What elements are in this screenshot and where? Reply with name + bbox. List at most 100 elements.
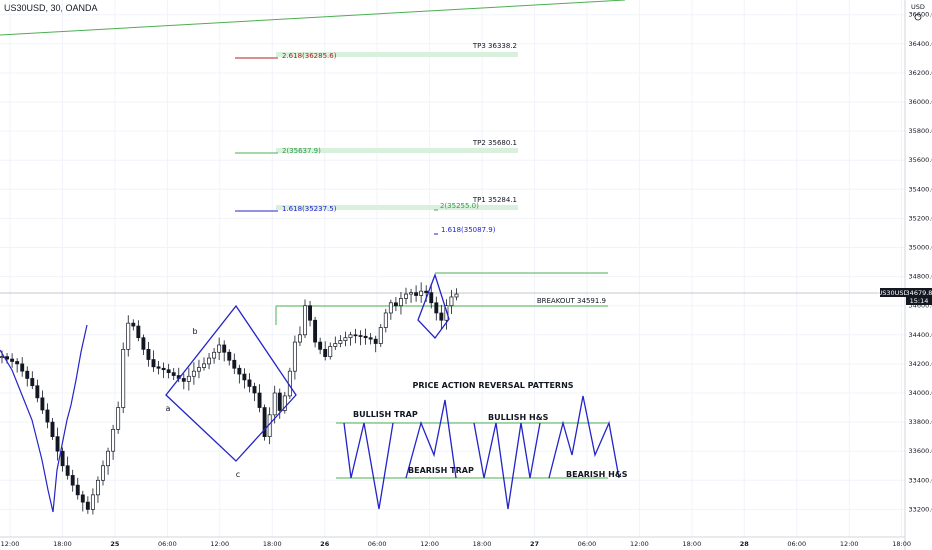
candle-body xyxy=(328,346,333,357)
candles xyxy=(0,282,459,515)
candle-body xyxy=(409,292,414,295)
currency-label: USD xyxy=(911,3,925,11)
tp1-label: TP1 35284.1 xyxy=(472,196,517,204)
x-tick-label: 12:00 xyxy=(420,540,439,548)
candle-body xyxy=(368,337,373,340)
grid xyxy=(0,0,905,537)
patterns-title: PRICE ACTION REVERSAL PATTERNS xyxy=(412,381,573,390)
candle-body xyxy=(454,293,459,298)
fib-1618-label: 1.618(35237.5) xyxy=(282,205,337,213)
candle-body xyxy=(202,363,206,368)
candle-body xyxy=(45,409,50,423)
x-tick-label: 18:00 xyxy=(473,540,492,548)
price-tag: US30USD 34679.8 15:14 xyxy=(877,288,932,305)
candle-body xyxy=(363,335,368,339)
y-tick-label: 35800.0 xyxy=(909,127,932,135)
y-tick-label: 35000.0 xyxy=(909,244,932,252)
y-tick-label: 33400.0 xyxy=(909,476,932,484)
candle-body xyxy=(70,475,75,486)
candle-body xyxy=(75,484,80,496)
candle-body xyxy=(166,369,171,373)
candle-body xyxy=(191,370,196,377)
y-tick-label: 35400.0 xyxy=(909,185,932,193)
candle-body xyxy=(207,357,211,365)
candle-body xyxy=(55,436,60,452)
candle-body xyxy=(171,372,176,376)
candle-body xyxy=(126,322,131,350)
point-c-label: c xyxy=(236,470,240,479)
y-tick-label: 36600.0 xyxy=(909,11,932,19)
tp2-label: TP2 35680.1 xyxy=(472,139,517,147)
time-axis[interactable]: 12:00 18:00 25 06:00 12:00 18:00 26 06:00 12:00 1… xyxy=(0,536,911,548)
candle-body xyxy=(111,429,116,452)
candle-body xyxy=(388,302,393,314)
candle-body xyxy=(444,305,449,321)
price-tag-symbol: US30USD xyxy=(877,289,908,297)
candle-body xyxy=(419,290,424,296)
fib-2618-label: 2.618(36285.6) xyxy=(282,52,337,60)
candle-body xyxy=(50,421,55,438)
x-tick-label: 26 xyxy=(320,540,330,548)
candle-body xyxy=(106,450,110,467)
candle-body xyxy=(414,292,419,296)
candle-body xyxy=(30,378,35,387)
bullish-trap-pattern xyxy=(343,422,394,510)
candle-body xyxy=(399,298,403,307)
x-tick-label: 06:00 xyxy=(158,540,177,548)
fib-2-label: 2(35637.9) xyxy=(282,147,321,155)
candle-body xyxy=(393,302,398,307)
candle-body xyxy=(227,351,232,361)
candle-body xyxy=(424,290,429,293)
fib-1618b-label: 1.618(35087.9) xyxy=(441,226,496,234)
candle-body xyxy=(338,340,343,344)
fib-2b-label: 2(35255.0) xyxy=(440,202,479,210)
candle-body xyxy=(439,312,444,321)
tp3-label: TP3 36338.2 xyxy=(472,42,517,50)
candle-body xyxy=(222,344,227,353)
candle-body xyxy=(383,312,388,328)
candle-body xyxy=(434,302,439,314)
tp2-band xyxy=(276,148,518,153)
candle-body xyxy=(121,349,126,408)
point-a-label: a xyxy=(166,404,171,413)
candle-body xyxy=(272,392,277,416)
candle-body xyxy=(217,344,222,353)
x-tick-label: 25 xyxy=(110,540,120,548)
candle-body xyxy=(156,366,161,369)
y-tick-label: 33200.0 xyxy=(909,505,932,513)
tp3-band xyxy=(276,52,518,57)
y-tick-label: 33800.0 xyxy=(909,418,932,426)
candle-body xyxy=(101,465,105,481)
y-tick-label: 34800.0 xyxy=(909,273,932,281)
diamond-pattern xyxy=(165,304,297,462)
bearish-trap-label: BEARISH TRAP xyxy=(408,466,474,475)
bullish-trap-label: BULLISH TRAP xyxy=(353,410,418,419)
candle-body xyxy=(85,501,90,510)
candle-body xyxy=(136,325,141,339)
candle-body xyxy=(146,349,151,360)
y-tick-label: 34200.0 xyxy=(909,360,932,368)
candle-body xyxy=(0,356,4,358)
price-axis[interactable]: USD 33200.0 33400.0 33600.0 33800.0 34000.0 3… xyxy=(904,0,932,550)
candle-body xyxy=(378,327,383,344)
x-tick-label: 18:00 xyxy=(682,540,701,548)
candle-body xyxy=(197,367,201,372)
price-tag-value: 34679.8 xyxy=(906,289,932,297)
candle-body xyxy=(131,322,136,327)
candle-body xyxy=(151,359,156,368)
settings-icon[interactable] xyxy=(914,13,922,21)
x-tick-label: 18:00 xyxy=(53,540,72,548)
candle-body xyxy=(25,370,30,379)
x-tick-label: 12:00 xyxy=(840,540,859,548)
y-tick-label: 36200.0 xyxy=(909,69,932,77)
candle-body xyxy=(298,334,302,343)
candle-body xyxy=(257,392,262,408)
candle-body xyxy=(449,296,454,307)
candle-body xyxy=(404,293,408,299)
candle-body xyxy=(237,367,242,375)
chart-title: US30USD, 30, OANDA xyxy=(4,3,98,13)
y-tick-label: 34600.0 xyxy=(909,302,932,310)
candle-body xyxy=(15,361,20,365)
candle-body xyxy=(80,494,85,503)
